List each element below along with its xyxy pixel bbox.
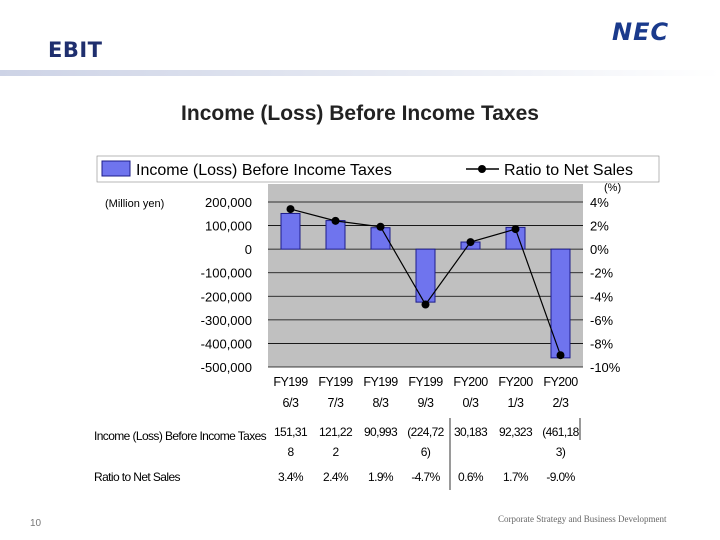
right-tick-label: -4%	[590, 289, 614, 304]
x-tick-label: FY200	[453, 375, 488, 389]
legend-label-line: Ratio to Net Sales	[504, 162, 633, 179]
left-tick-label: -300,000	[201, 313, 252, 328]
table-cell-ratio: 3.4%	[278, 470, 304, 484]
left-tick-label: -400,000	[201, 336, 252, 351]
right-tick-label: 0%	[590, 242, 609, 257]
page-number: 10	[30, 518, 42, 529]
x-tick-label: 0/3	[463, 396, 479, 410]
right-tick-label: -6%	[590, 313, 614, 328]
right-tick-label: -10%	[590, 360, 621, 375]
slide-title: EBIT	[48, 38, 103, 62]
table-cell-income: 2	[332, 445, 339, 459]
right-tick-label: 4%	[590, 195, 609, 210]
table-cell-income: 151,31	[273, 425, 308, 439]
left-tick-label: 0	[245, 242, 252, 257]
bar	[280, 212, 301, 250]
x-tick-label: 6/3	[283, 396, 299, 410]
table-cell-income: (461,18	[542, 425, 579, 439]
x-tick-label: 1/3	[508, 396, 524, 410]
ratio-point	[421, 300, 430, 309]
table-cell-income: 121,22	[318, 425, 353, 439]
table-cell-ratio: 0.6%	[458, 470, 484, 484]
x-tick-label: FY200	[543, 375, 578, 389]
x-tick-label: FY200	[498, 375, 533, 389]
left-tick-label: -100,000	[201, 266, 252, 281]
table-row1-label-text: Income (Loss) Before Income Taxes	[94, 429, 267, 443]
footer-department: Corporate Strategy and Business Developm…	[498, 514, 667, 524]
table-cell-income: 92,323	[498, 425, 533, 439]
left-tick-label: 100,000	[205, 219, 252, 234]
table-row1-label: Income (Loss) Before Income Taxes	[94, 426, 270, 446]
table-cell-ratio: 1.7%	[503, 470, 529, 484]
x-tick-label: FY199	[273, 375, 308, 389]
right-tick-label: -2%	[590, 266, 614, 281]
x-tick-label: 7/3	[328, 396, 344, 410]
title-divider	[0, 70, 720, 76]
table-cell-ratio: 2.4%	[323, 470, 349, 484]
ratio-point	[376, 222, 385, 231]
ratio-point	[466, 238, 475, 247]
x-tick-label: FY199	[318, 375, 353, 389]
table-cell-income: (224,72	[407, 425, 444, 439]
legend-swatch-marker	[478, 165, 486, 173]
chart-title: Income (Loss) Before Income Taxes	[181, 102, 539, 125]
ratio-point	[286, 205, 295, 214]
table-cell-ratio: -4.7%	[411, 470, 440, 484]
right-tick-label: -8%	[590, 336, 614, 351]
legend-swatch-bar	[101, 160, 131, 177]
left-axis-unit: (Million yen)	[105, 198, 164, 210]
ratio-point	[511, 225, 520, 234]
ratio-point	[556, 351, 565, 360]
table-cell-ratio: -9.0%	[546, 470, 575, 484]
legend	[96, 155, 660, 183]
table-cell-ratio: 1.9%	[368, 470, 394, 484]
table-row2-label: Ratio to Net Sales	[94, 470, 181, 484]
right-tick-label: 2%	[590, 219, 609, 234]
x-tick-label: FY199	[408, 375, 443, 389]
table-cell-income: 3)	[555, 445, 566, 459]
ratio-point	[331, 216, 340, 225]
x-tick-label: 2/3	[553, 396, 569, 410]
x-tick-label: FY199	[363, 375, 398, 389]
table-cell-income: 6)	[420, 445, 431, 459]
x-tick-label: 8/3	[373, 396, 389, 410]
left-tick-label: 200,000	[205, 195, 252, 210]
table-cell-income: 30,183	[453, 425, 488, 439]
table-cell-income: 90,993	[363, 425, 398, 439]
legend-label-bar: Income (Loss) Before Income Taxes	[136, 162, 392, 179]
right-axis-unit: (%)	[604, 182, 621, 194]
left-tick-label: -500,000	[201, 360, 252, 375]
left-tick-label: -200,000	[201, 289, 252, 304]
x-tick-label: 9/3	[418, 396, 434, 410]
bar	[550, 248, 571, 359]
table-cell-income: 8	[287, 445, 294, 459]
nec-logo: NEC	[612, 18, 670, 46]
